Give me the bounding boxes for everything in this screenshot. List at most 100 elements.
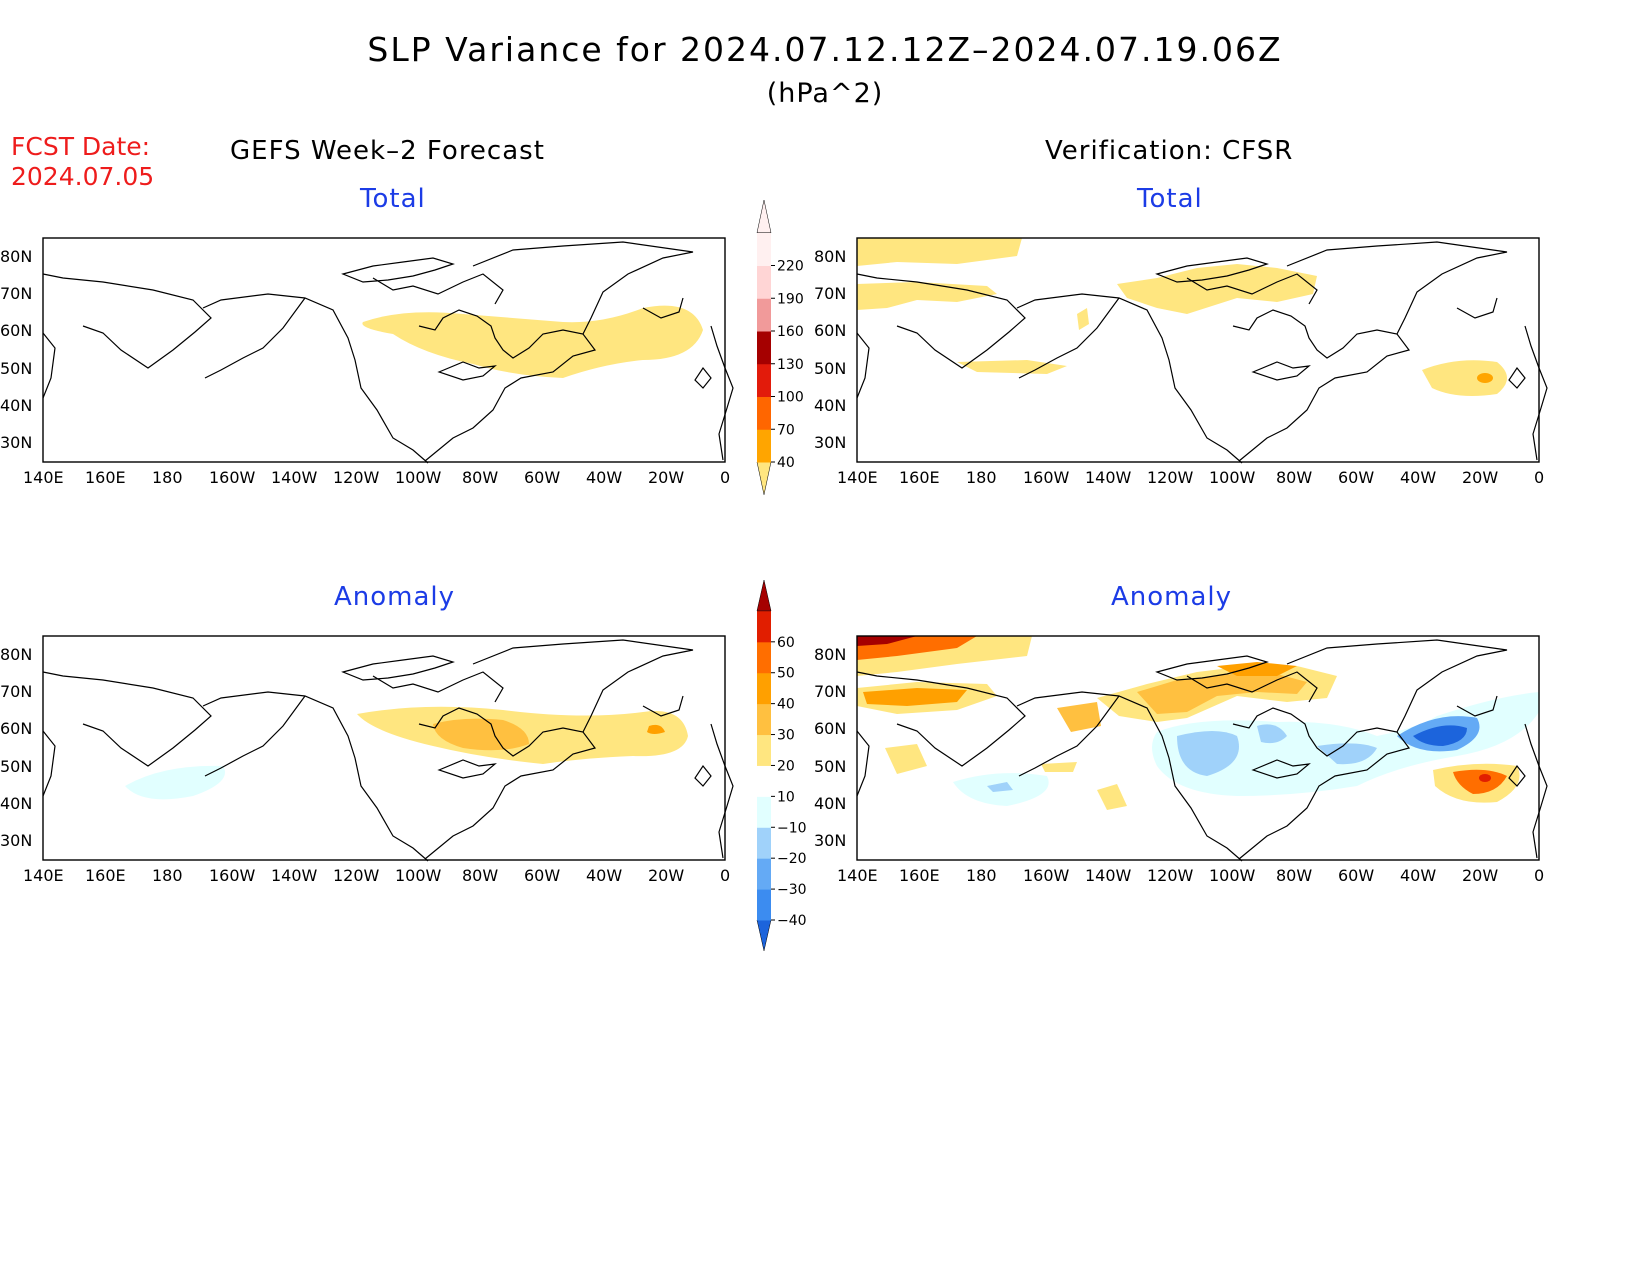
total-colorbar-segment (757, 429, 771, 463)
lon-tick-label: 80W (1276, 468, 1313, 487)
lon-tick-label: 20W (1462, 468, 1499, 487)
forecast-anomaly-label: Anomaly (334, 582, 456, 612)
lat-tick-label: 40N (0, 794, 33, 813)
anomaly-colorbar-segment (757, 703, 771, 736)
lon-tick-label: 180 (152, 866, 183, 885)
lon-tick-label: 140E (23, 866, 64, 885)
total-colorbar-level-label: 160 (777, 324, 804, 340)
forecast-heading: GEFS Week–2 Forecast (230, 136, 545, 166)
lat-tick-label: 70N (0, 284, 33, 303)
lon-tick-label: 0 (720, 866, 731, 885)
anomaly-colorbar-segment (757, 827, 771, 859)
lon-tick-label: 100W (395, 468, 442, 487)
lon-tick-label: 0 (1534, 468, 1545, 487)
lon-tick-label: 180 (966, 468, 997, 487)
lat-tick-label: 40N (814, 794, 847, 813)
forecast-anomaly-map (42, 635, 734, 862)
lon-tick-label: 40W (586, 866, 623, 885)
lon-tick-label: 80W (462, 468, 499, 487)
lon-tick-label: 80W (1276, 866, 1313, 885)
anomaly-colorbar-min-arrow (756, 919, 772, 951)
forecast-date-label: FCST Date: (11, 132, 151, 161)
anomaly-colorbar-level-label: 40 (777, 697, 795, 713)
total-colorbar-segment (757, 265, 771, 299)
lon-tick-label: 60W (524, 468, 561, 487)
chart-title: SLP Variance for 2024.07.12.12Z–2024.07.… (367, 30, 1283, 69)
lon-tick-label: 100W (1209, 866, 1256, 885)
anomaly-colorbar-segment (757, 610, 771, 643)
lat-tick-label: 60N (0, 719, 33, 738)
lon-tick-label: 100W (395, 866, 442, 885)
lon-tick-label: 0 (1534, 866, 1545, 885)
anomaly-colorbar-level-label: −40 (777, 913, 807, 929)
anomaly-colorbar-level-label: 60 (777, 635, 795, 651)
lon-tick-label: 180 (152, 468, 183, 487)
total-colorbar-min-arrow (756, 461, 772, 495)
lat-tick-label: 40N (814, 396, 847, 415)
anomaly-colorbar-level-label: 50 (777, 666, 795, 682)
forecast-date-value: 2024.07.05 (11, 162, 155, 191)
lon-tick-label: 120W (333, 468, 380, 487)
anomaly-colorbar-segment (757, 858, 771, 890)
lat-tick-label: 70N (814, 682, 847, 701)
verification-anomaly-label: Anomaly (1111, 582, 1233, 612)
total-colorbar-level-label: 70 (777, 422, 795, 438)
lon-tick-label: 140E (837, 866, 878, 885)
anomaly-colorbar-segment (757, 796, 771, 828)
anomaly-colorbar-segment (757, 672, 771, 705)
lon-tick-label: 120W (1147, 468, 1194, 487)
lat-tick-label: 70N (0, 682, 33, 701)
anomaly-colorbar-level-label: 20 (777, 758, 795, 774)
lon-tick-label: 160E (85, 468, 126, 487)
lon-tick-label: 160W (209, 468, 256, 487)
lon-tick-label: 160W (1023, 866, 1070, 885)
lat-tick-label: 50N (814, 757, 847, 776)
total-colorbar-max-arrow (756, 199, 772, 233)
lat-tick-label: 60N (814, 719, 847, 738)
total-colorbar-segment (757, 298, 771, 332)
lat-tick-label: 30N (0, 831, 33, 850)
anomaly-colorbar-segment (757, 734, 771, 766)
lat-tick-label: 50N (0, 359, 33, 378)
lon-tick-label: 140W (1085, 468, 1132, 487)
lon-tick-label: 20W (1462, 866, 1499, 885)
total-colorbar-level-label: 40 (777, 455, 795, 471)
lon-tick-label: 160W (1023, 468, 1070, 487)
lat-tick-label: 50N (814, 359, 847, 378)
lat-tick-label: 80N (0, 247, 33, 266)
lon-tick-label: 60W (1338, 468, 1375, 487)
lon-tick-label: 100W (1209, 468, 1256, 487)
lat-tick-label: 60N (0, 321, 33, 340)
anomaly-colorbar-level-label: 10 (777, 789, 795, 805)
lat-tick-label: 40N (0, 396, 33, 415)
lon-tick-label: 60W (524, 866, 561, 885)
lat-tick-label: 70N (814, 284, 847, 303)
lon-tick-label: 120W (333, 866, 380, 885)
forecast-total-map (42, 237, 734, 464)
total-colorbar-segment (757, 363, 771, 397)
lon-tick-label: 0 (720, 468, 731, 487)
total-colorbar-segment (757, 232, 771, 266)
total-colorbar-segment (757, 396, 771, 430)
lon-tick-label: 160E (899, 866, 940, 885)
anomaly-colorbar-level-label: 30 (777, 728, 795, 744)
anomaly-colorbar-segment (757, 889, 771, 921)
total-colorbar-level-label: 130 (777, 357, 804, 373)
total-colorbar: 40 70 100 130 160 190 220 (756, 199, 804, 495)
lat-tick-label: 80N (814, 645, 847, 664)
lon-tick-label: 140W (1085, 866, 1132, 885)
verification-anomaly-map (856, 635, 1548, 862)
units-label: (hPa^2) (766, 78, 884, 109)
lon-tick-label: 140E (837, 468, 878, 487)
anomaly-colorbar-level-label: −30 (777, 882, 807, 898)
verification-total-map (856, 237, 1548, 464)
lat-tick-label: 80N (0, 645, 33, 664)
lat-tick-label: 60N (814, 321, 847, 340)
lon-tick-label: 40W (586, 468, 623, 487)
lon-tick-label: 140E (23, 468, 64, 487)
lat-tick-label: 30N (814, 433, 847, 452)
lat-tick-label: 80N (814, 247, 847, 266)
anomaly-colorbar-segment (757, 765, 771, 797)
anomaly-colorbar-level-label: −10 (777, 820, 807, 836)
lat-tick-label: 30N (0, 433, 33, 452)
